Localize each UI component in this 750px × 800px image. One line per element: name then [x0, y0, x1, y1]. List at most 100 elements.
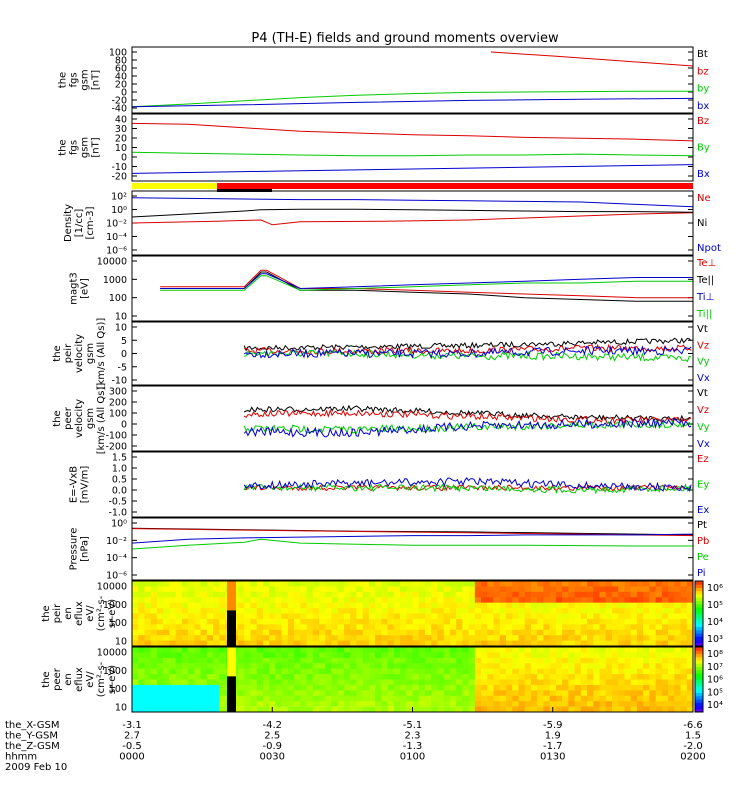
spectrogram-cell: [437, 663, 445, 670]
spectrogram-cell: [593, 657, 600, 664]
spectrogram-cell: [362, 591, 370, 598]
spectrogram-cell: [356, 613, 364, 620]
spectrogram-cell: [580, 695, 588, 702]
spectrogram-cell: [555, 706, 563, 713]
colorbar-cell: [695, 607, 703, 611]
spectrogram-cell: [630, 668, 638, 675]
spectrogram-cell: [325, 608, 332, 614]
spectrogram-cell: [543, 591, 551, 598]
spectrogram-cell: [381, 581, 389, 587]
ylabel-line: eflux: [74, 667, 85, 692]
spectrogram-cell: [393, 635, 401, 642]
spectrogram-cell: [412, 663, 420, 670]
spectrogram-cell: [356, 591, 364, 598]
spectrogram-cell: [493, 679, 501, 686]
spectrogram-cell: [350, 657, 357, 664]
spectrogram-cell: [150, 613, 158, 620]
spectrogram-cell: [680, 613, 688, 620]
legend-label: Ex: [697, 505, 709, 516]
spectrogram-cell: [132, 674, 139, 680]
spectrogram-cell: [587, 635, 594, 642]
spectrogram-cell: [424, 640, 432, 647]
spectrogram-cell: [506, 629, 513, 636]
spectrogram-cell: [350, 684, 357, 691]
spectrogram-cell: [643, 629, 650, 636]
spectrogram-cell: [624, 706, 632, 713]
spectrogram-cell: [294, 613, 301, 620]
spectrogram-cell: [325, 629, 332, 636]
ytick-label: 30: [115, 124, 127, 135]
spectrogram-cell: [624, 597, 632, 604]
spectrogram-cell: [568, 613, 576, 620]
spectrogram-cell: [294, 684, 301, 691]
ephemeris-value: -6.6: [683, 720, 703, 731]
spectrogram-cell: [562, 581, 569, 587]
spectrogram-cell: [356, 624, 364, 631]
spectrogram-cell: [144, 608, 152, 614]
spectrogram-cell: [138, 690, 145, 697]
spectrogram-cell: [568, 591, 576, 598]
spectrogram-cell: [449, 581, 457, 587]
spectrogram-cell: [132, 668, 139, 675]
spectrogram-cell: [138, 706, 145, 713]
spectrogram-cell: [250, 624, 258, 631]
spectrogram-cell: [624, 652, 632, 659]
spectrogram-cell: [686, 668, 694, 675]
spectrogram-cell: [611, 657, 619, 664]
spectrogram-cell: [636, 602, 644, 609]
spectrogram-cell: [325, 652, 332, 659]
spectrogram-cell: [424, 586, 432, 593]
spectrogram-cell: [169, 701, 177, 708]
ylabel-line: fgs: [69, 140, 80, 155]
spectrogram-cell: [437, 581, 445, 587]
spectrogram-cell: [406, 586, 413, 593]
spectrogram-cell: [319, 668, 326, 675]
spectrogram-cell: [306, 602, 314, 609]
spectrogram-cell: [518, 684, 526, 691]
spectrogram-cell: [643, 591, 650, 598]
ylabel-line: (cm²-s-: [96, 595, 107, 631]
ytick-label: -200: [105, 442, 127, 453]
spectrogram-cell: [219, 591, 226, 598]
spectrogram-cell: [568, 581, 576, 587]
spectrogram-cell: [188, 668, 195, 675]
spectrogram-cell: [649, 657, 657, 664]
spectrogram-cell: [350, 597, 357, 604]
spectrogram-cell: [462, 629, 470, 636]
spectrogram-cell: [269, 635, 276, 642]
spectrogram-cell: [406, 684, 413, 691]
spectrogram-cell: [593, 690, 600, 697]
spectrogram-cell: [449, 635, 457, 642]
spectrogram-cell: [643, 613, 650, 620]
spectrogram-cell: [287, 608, 295, 614]
spectrogram-cell: [269, 640, 276, 647]
spectrogram-cell: [350, 652, 357, 659]
legend-label: Ey: [697, 480, 709, 491]
spectrogram-cell: [132, 706, 139, 713]
spectrogram-cell: [163, 624, 170, 631]
spectrogram-cell: [587, 647, 594, 653]
spectrogram-cell: [599, 701, 607, 708]
spectrogram-cell: [356, 640, 364, 647]
spectrogram-cell: [368, 581, 376, 587]
spectrogram-cell: [206, 679, 214, 686]
spectrogram-cell: [256, 663, 264, 670]
spectrogram-cell: [381, 586, 389, 593]
spectrogram-cell: [213, 640, 220, 647]
ephemeris-value: -5.9: [543, 720, 563, 731]
spectrogram-cell: [275, 586, 283, 593]
spectrogram-cell: [506, 640, 513, 647]
spectrogram-cell: [481, 679, 488, 686]
spectrogram-cell: [213, 647, 220, 653]
spectrogram-cell: [368, 701, 376, 708]
spectrogram-cell: [530, 690, 538, 697]
spectrogram-cell: [462, 679, 470, 686]
spectrogram-cell: [449, 657, 457, 664]
spectrogram-cell: [306, 679, 314, 686]
spectrogram-cell: [618, 591, 625, 598]
spectrogram-cell: [138, 591, 145, 598]
spectrogram-cell: [481, 663, 488, 670]
spectrogram-cell: [412, 657, 420, 664]
spectrogram-cell: [375, 690, 382, 697]
spectrogram-cell: [169, 706, 177, 713]
